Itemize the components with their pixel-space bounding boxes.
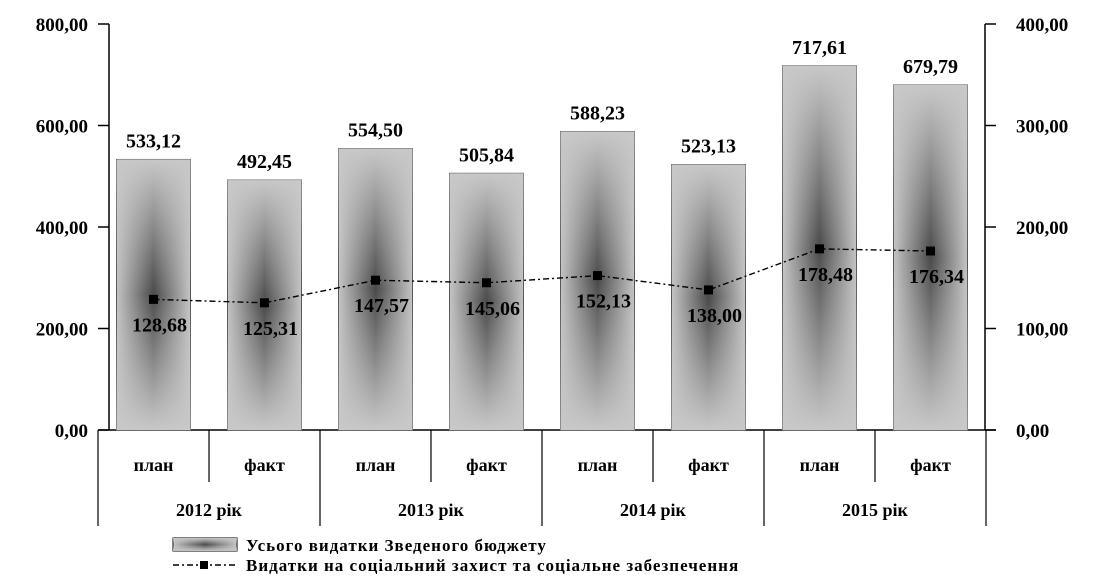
line-marker [815, 244, 824, 254]
category-label: факт [688, 455, 729, 475]
line-value-label: 176,34 [909, 266, 964, 288]
bar-value-label: 505,84 [459, 144, 514, 166]
bars: 533,12 492,45 554,50 505,84 588,23 523,13 717,… [116, 37, 968, 431]
category-label: факт [910, 455, 951, 475]
left-tick-label: 200,00 [36, 320, 88, 341]
right-tick-label: 0,00 [1016, 421, 1049, 442]
bar-shade [560, 131, 635, 431]
bar-value-label: 523,13 [681, 136, 736, 158]
bar-value-label: 717,61 [792, 37, 847, 59]
right-tick-label: 200,00 [1016, 218, 1068, 239]
line-path [153, 248, 931, 304]
group-label: 2015 рік [842, 500, 909, 520]
bar-value-label: 679,79 [903, 56, 958, 78]
line-value-label: 138,00 [687, 305, 742, 327]
bar-value-label: 492,45 [237, 151, 292, 173]
left-ticks: 0,00 200,00 400,00 600,00 800,00 [36, 15, 109, 442]
right-tick-label: 400,00 [1016, 15, 1068, 36]
legend-marker [200, 561, 208, 569]
line-marker [482, 278, 491, 288]
right-tick-label: 100,00 [1016, 320, 1068, 341]
legend: Усього видатки Зведеного бюджету Видатки… [172, 536, 739, 575]
category-label: план [578, 455, 618, 475]
category-label: факт [466, 455, 507, 475]
legend-label-line: Видатки на соціальний захист та соціальн… [246, 556, 739, 575]
bar-value-label: 588,23 [570, 102, 625, 124]
line-value-label: 125,31 [243, 318, 298, 340]
left-tick-label: 0,00 [55, 421, 88, 442]
line-value-label: 152,13 [576, 291, 631, 313]
right-tick-label: 300,00 [1016, 117, 1068, 138]
bar-shade [449, 173, 524, 430]
line-series: 128,68 125,31 147,57 145,06 152,13 138,00 178,… [132, 244, 964, 340]
bar-value-label: 554,50 [348, 120, 403, 142]
bar-shade [893, 85, 968, 430]
line-marker [926, 246, 935, 256]
line-marker [149, 294, 158, 304]
left-tick-label: 400,00 [36, 218, 88, 239]
category-label: план [356, 455, 396, 475]
group-label: 2012 рік [176, 500, 243, 520]
line-marker [704, 285, 713, 295]
bar-shade [116, 159, 191, 431]
line-value-label: 128,68 [132, 314, 187, 336]
legend-bar-swatch-overlay [173, 538, 237, 551]
bar-shade [338, 148, 413, 430]
left-tick-label: 600,00 [36, 117, 88, 138]
line-value-label: 178,48 [798, 264, 853, 286]
legend-item-bars: Усього видатки Зведеного бюджету [172, 536, 547, 555]
bar-shade [671, 164, 746, 430]
line-value-label: 147,57 [354, 295, 409, 317]
line-marker [260, 298, 269, 308]
category-label: факт [244, 455, 285, 475]
line-marker [371, 275, 380, 285]
legend-label-bars: Усього видатки Зведеного бюджету [246, 536, 547, 555]
group-label: 2013 рік [398, 500, 465, 520]
category-label: план [800, 455, 840, 475]
left-tick-label: 800,00 [36, 15, 88, 36]
legend-item-line: Видатки на соціальний захист та соціальн… [173, 556, 739, 575]
group-label: 2014 рік [620, 500, 687, 520]
bar-value-label: 533,12 [126, 130, 181, 152]
category-axis: план факт план факт план факт план факт 2012 рік… [97, 430, 987, 526]
category-label: план [134, 455, 174, 475]
line-marker [593, 271, 602, 281]
right-ticks: 0,00 100,00 200,00 300,00 400,00 [985, 15, 1068, 442]
line-value-label: 145,06 [465, 298, 520, 320]
